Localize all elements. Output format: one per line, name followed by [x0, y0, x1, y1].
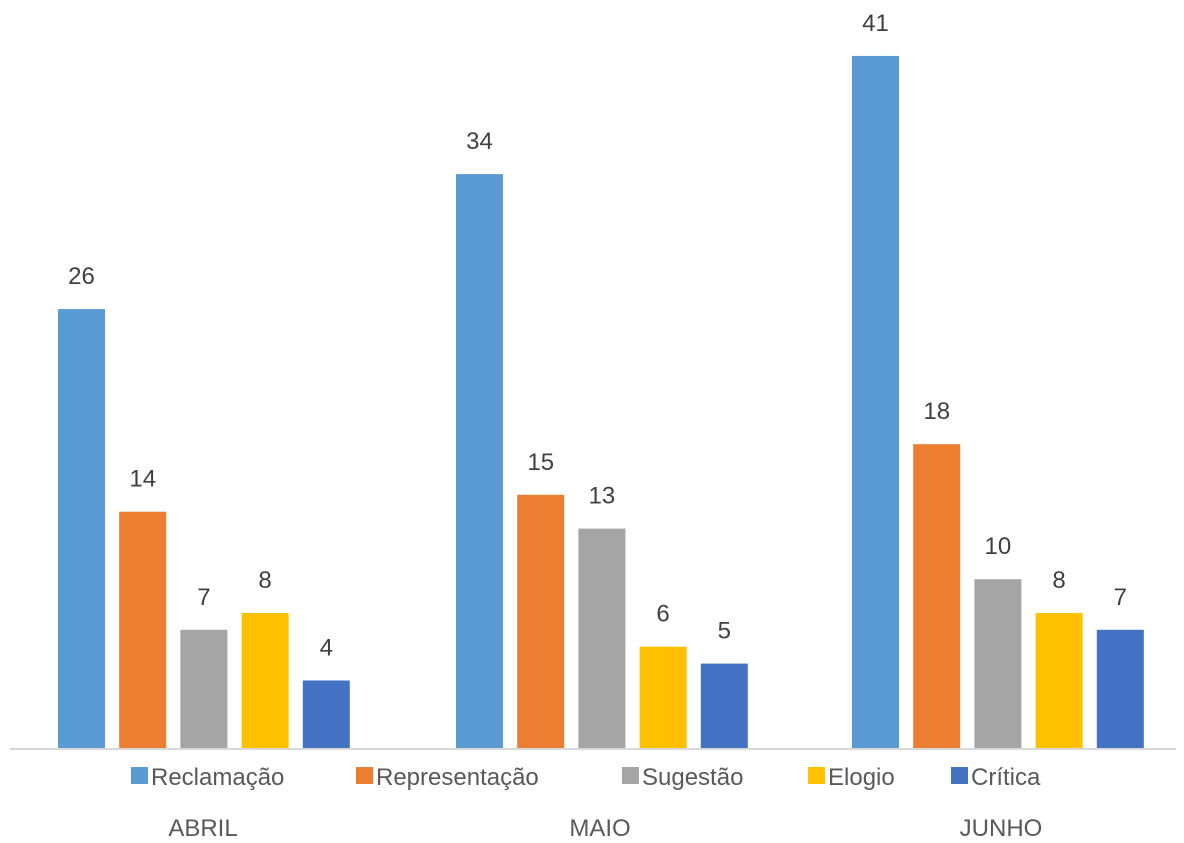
legend-swatch — [951, 767, 968, 784]
data-label: 7 — [1114, 584, 1127, 611]
bar-abril-series-2 — [119, 511, 167, 748]
legend-swatch — [356, 767, 373, 784]
bar-junho-series-5 — [1096, 629, 1144, 748]
category-label: ABRIL — [168, 815, 237, 842]
data-label: 5 — [718, 618, 731, 645]
data-label: 10 — [985, 533, 1012, 560]
bar-maio-series-4 — [639, 646, 687, 748]
legend-swatch — [808, 767, 825, 784]
bar-junho-series-4 — [1035, 613, 1083, 748]
bar-junho-series-3 — [974, 579, 1022, 748]
data-labels-layer: 26 34 41 14 15 18 7 13 10 8 6 8 4 5 7 — [68, 10, 1127, 662]
legend-swatch — [131, 767, 148, 784]
bar-junho-series-1 — [852, 55, 899, 748]
bar-abril-series-5 — [302, 680, 350, 748]
legend-label: Crítica — [971, 764, 1041, 791]
bar-maio-series-2 — [517, 494, 565, 748]
bar-maio-series-5 — [700, 663, 748, 748]
category-label: MAIO — [569, 815, 630, 842]
bar-maio-series-3 — [578, 528, 626, 748]
data-label: 6 — [656, 601, 669, 628]
data-label: 15 — [527, 449, 554, 476]
legend-label: Representação — [376, 764, 539, 791]
data-label: 4 — [320, 635, 333, 662]
data-label: 14 — [129, 466, 156, 493]
data-label: 26 — [68, 263, 95, 290]
data-label: 34 — [466, 128, 493, 155]
data-label: 8 — [258, 567, 271, 594]
legend-label: Reclamação — [151, 764, 284, 791]
legend-swatch — [622, 767, 639, 784]
bar-maio-series-1 — [456, 174, 503, 749]
data-label: 8 — [1052, 567, 1065, 594]
bar-abril-series-4 — [241, 613, 289, 748]
category-label: JUNHO — [960, 815, 1043, 842]
data-label: 7 — [197, 584, 210, 611]
legend: Reclamação Representação Sugestão Elogio Crí… — [131, 764, 1041, 791]
bar-junho-series-2 — [913, 444, 961, 748]
data-label: 41 — [862, 10, 889, 37]
legend-label: Sugestão — [642, 764, 743, 791]
legend-label: Elogio — [828, 764, 895, 791]
category-labels: ABRIL MAIO JUNHO — [168, 815, 1042, 842]
bar-abril-series-3 — [180, 629, 228, 748]
data-label: 18 — [923, 398, 950, 425]
bars-layer — [58, 55, 1144, 749]
data-label: 13 — [589, 483, 616, 510]
bar-abril-series-1 — [58, 309, 105, 748]
